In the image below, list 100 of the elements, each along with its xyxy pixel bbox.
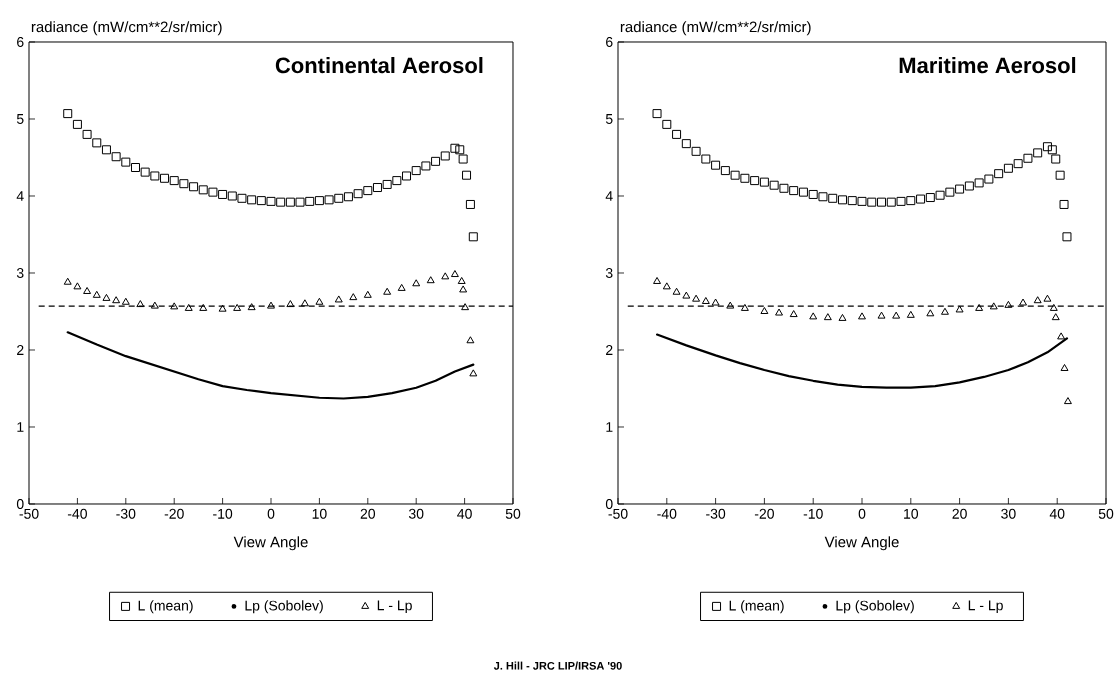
point [256,196,266,206]
point [421,161,431,171]
line-series [655,333,1069,389]
point [363,290,372,298]
point [218,304,227,312]
point [465,199,475,209]
point [266,196,276,206]
point [1033,296,1042,304]
point [789,186,799,196]
point [808,189,818,199]
point [926,309,935,317]
point [867,197,877,207]
point [1057,332,1066,340]
x-tick-label: 20 [952,508,967,519]
y-tick-label: 5 [16,114,24,124]
legend-label: L - Lp [968,600,1003,614]
point [63,109,73,119]
point [300,299,309,307]
point [363,186,373,196]
point [267,301,275,309]
x-axis-title: View Angle [824,536,899,551]
point [170,302,179,310]
point [877,311,886,319]
point [382,179,392,189]
point [324,195,334,205]
point [121,297,130,305]
point [789,310,798,318]
point [101,145,111,155]
point [233,303,242,311]
y-tick-label: 3 [605,268,613,278]
point [701,154,711,164]
point [411,166,421,176]
point [455,145,465,155]
point [653,276,662,284]
point [392,176,402,186]
legend-label: Lp (Sobolev) [836,600,914,614]
point [886,197,896,207]
point [1055,170,1065,180]
point [857,196,867,206]
point [112,296,121,304]
x-tick-label: 40 [457,508,472,519]
y-tick-label: 1 [606,422,613,432]
point [838,313,847,321]
point [1013,159,1023,169]
point [779,183,789,193]
point [441,272,450,280]
point [1063,397,1072,405]
point [450,143,460,153]
point [111,152,121,162]
point [1033,148,1043,158]
point [466,336,475,344]
point [121,157,131,167]
point [426,276,435,284]
point [837,195,847,205]
point [994,169,1004,179]
point [925,193,935,203]
point [892,311,901,319]
point [818,192,828,202]
point [662,119,672,129]
y-tick-label: 2 [606,345,613,355]
point [760,306,769,314]
x-tick-label: -50 [19,508,39,519]
point [314,196,324,206]
point [397,283,406,291]
point [775,308,784,316]
point [468,232,478,242]
point [730,170,740,180]
y-tick-label: 3 [16,268,24,278]
point [1062,232,1072,242]
x-tick-label: -30 [706,508,726,519]
y-tick-label: 5 [605,114,613,124]
point [1049,303,1058,311]
point [208,187,218,197]
x-tick-label: 20 [360,508,376,519]
point [691,146,701,156]
y-tick-label: 4 [605,191,613,201]
point [372,183,382,193]
point [1043,294,1052,302]
point [305,196,315,206]
point [989,302,998,310]
point [457,276,466,284]
point [73,282,82,290]
point [692,294,701,302]
point [102,293,111,301]
point [1004,300,1013,308]
point [140,167,150,177]
point [227,191,237,201]
y-tick-label: 0 [16,499,24,509]
x-tick-label: 50 [505,508,521,519]
point [450,270,459,278]
text: J. Hill - JRC LIP/IRSA '90 [493,661,622,670]
text: Maritime Aerosol [899,57,1076,74]
point [941,307,949,315]
point [906,310,915,318]
point [459,285,468,293]
y-tick-label: 0 [605,499,613,509]
x-tick-label: -10 [803,508,823,519]
point [896,196,906,206]
y-axis-title: radiance (mW/cm**2/sr/micr) [31,21,222,36]
point [955,184,965,194]
